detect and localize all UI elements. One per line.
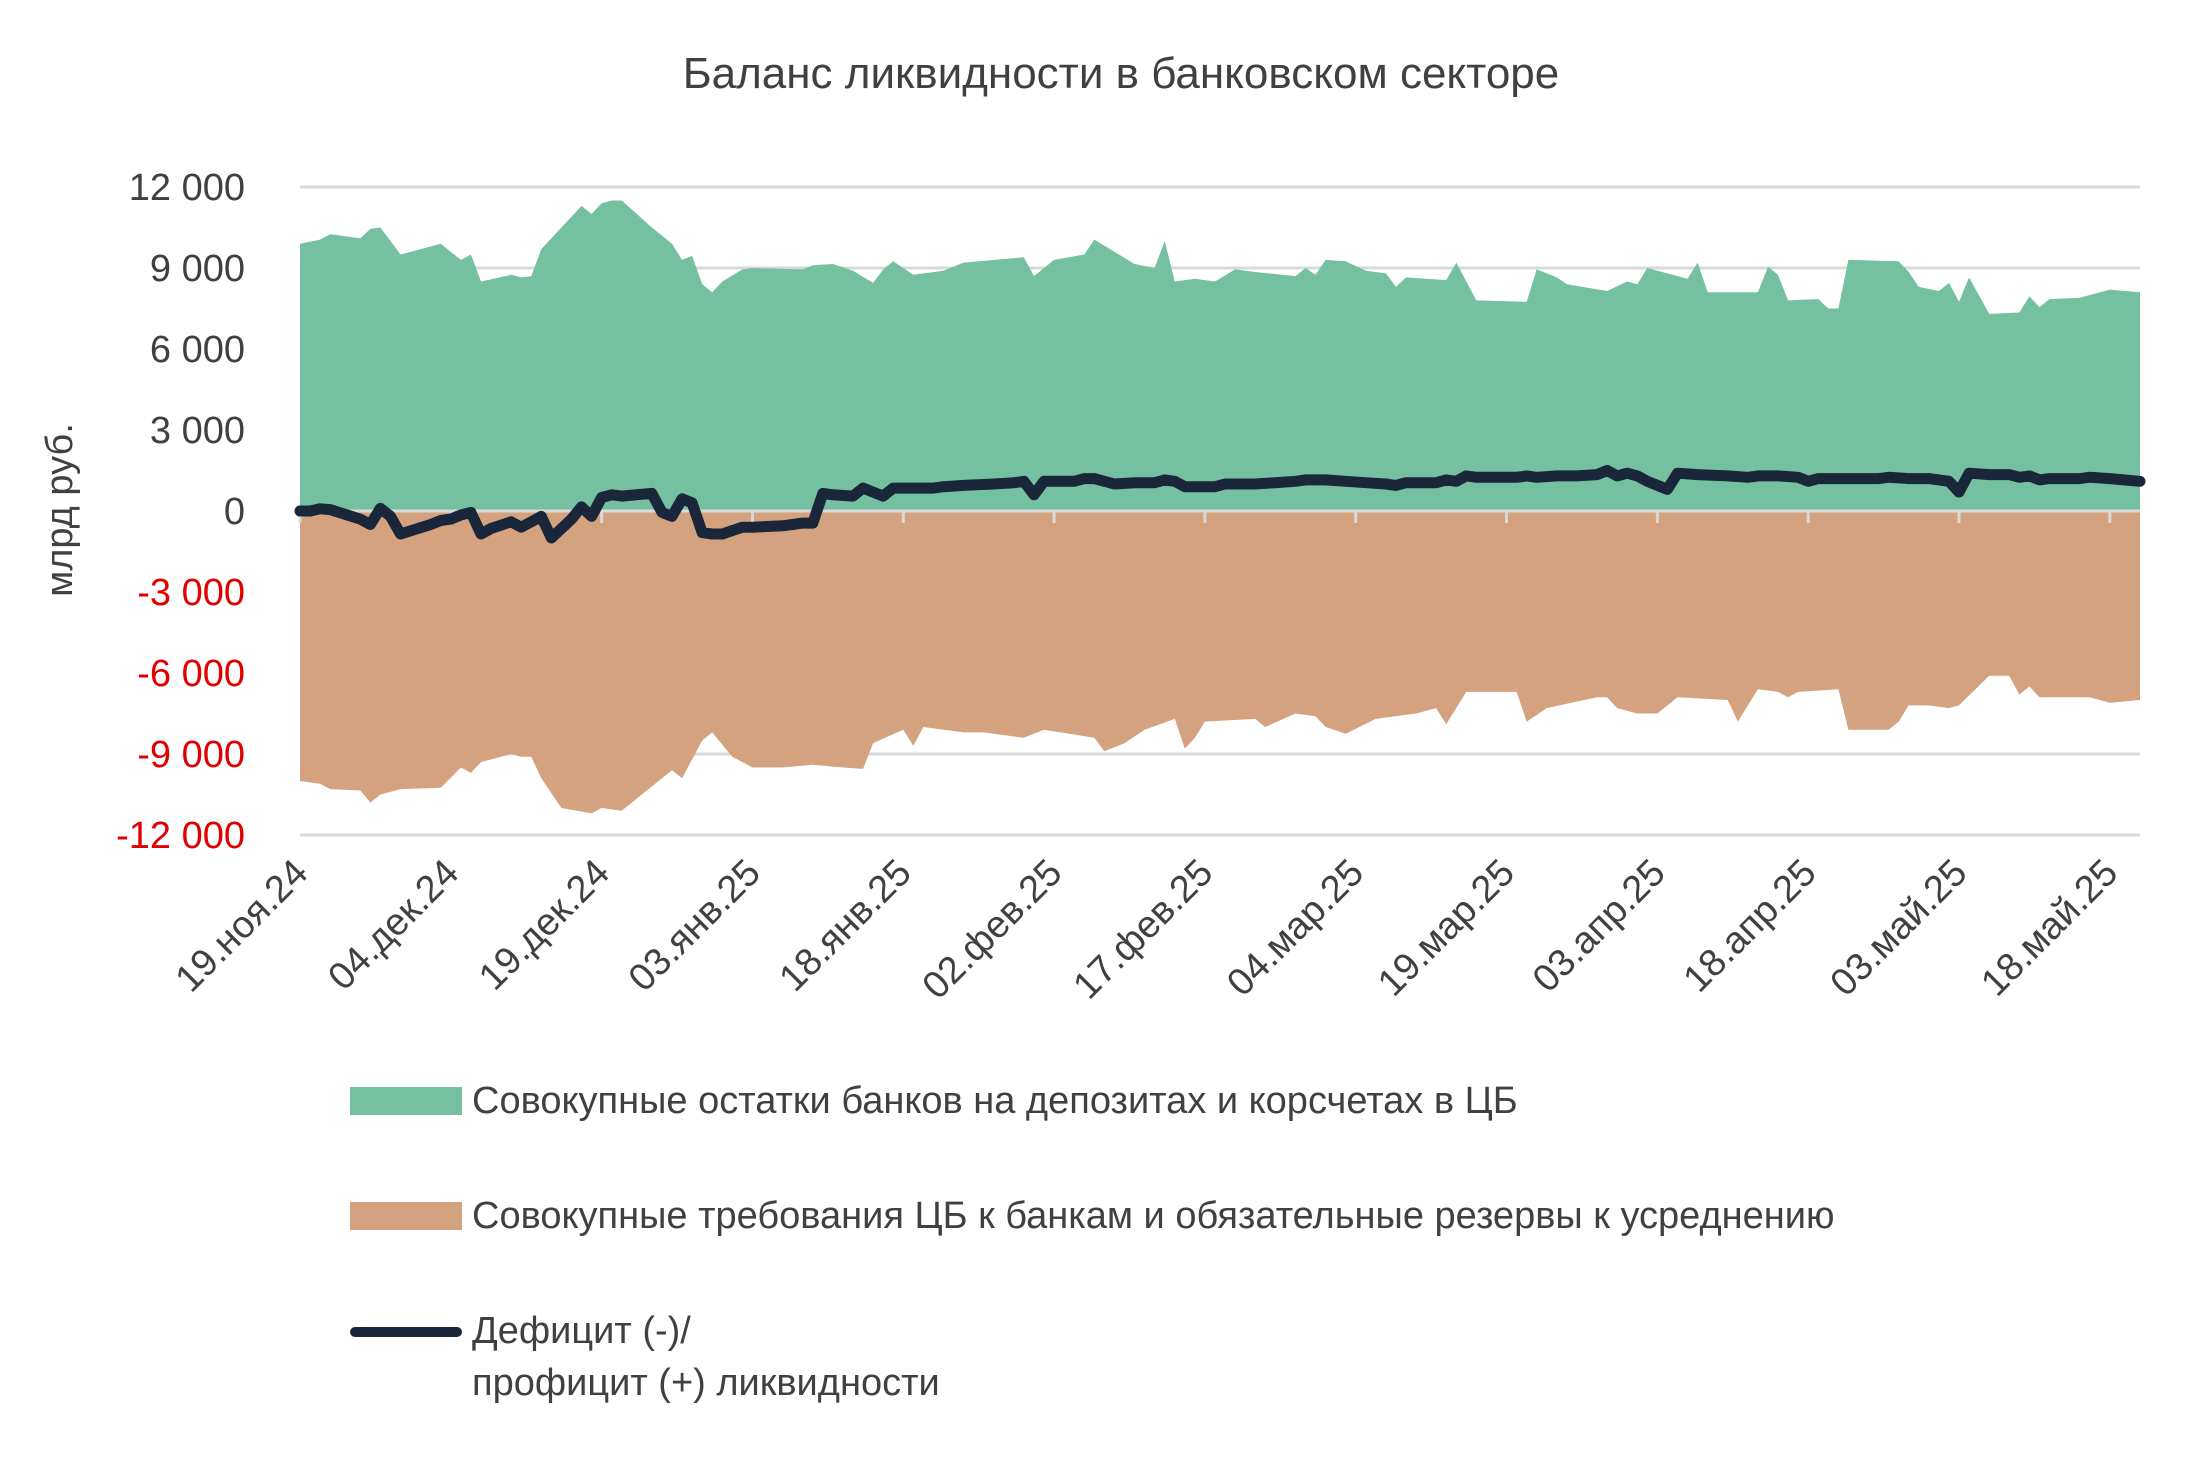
y-axis-ticks: 12 000 9 000 6 000 3 000 0 -3 000 -6 000 -9 000… [116, 167, 245, 857]
line-series [294, 465, 2146, 544]
x-tick-label: 03.янв.25 [621, 852, 769, 1000]
chart-title: Баланс ликвидности в банковском секторе [683, 49, 1560, 98]
area-series-group [300, 200, 2140, 814]
y-tick-label: -12 000 [116, 815, 245, 857]
x-tick-label: 18.апр.25 [1676, 852, 1825, 1001]
area-series [300, 511, 2140, 814]
x-tick-label: 17.фев.25 [1066, 852, 1222, 1008]
y-tick-label: -9 000 [137, 734, 245, 776]
x-tick-label: 18.май.25 [1973, 852, 2126, 1005]
y-tick-label: 3 000 [150, 410, 245, 452]
legend-swatch-claims [350, 1202, 462, 1230]
x-axis-ticks: 19.ноя.24 04.дек.24 19.дек.24 03.янв.25 18.я… [168, 852, 2127, 1008]
y-tick-label: 12 000 [129, 167, 245, 209]
y-tick-label: 9 000 [150, 248, 245, 290]
x-tick-label: 04.мар.25 [1219, 852, 1372, 1005]
x-tick-label: 19.ноя.24 [168, 852, 317, 1001]
legend-label-claims: Совокупные требования ЦБ к банкам и обяз… [472, 1195, 1835, 1237]
legend-swatch-balance [350, 1327, 462, 1337]
y-tick-label: 0 [224, 491, 245, 533]
legend: Совокупные остатки банков на депозитах и… [350, 1075, 2000, 1409]
x-tick-label: 02.фев.25 [915, 852, 1071, 1008]
x-tick-label: 03.апр.25 [1525, 852, 1674, 1001]
legend-item-claims: Совокупные требования ЦБ к банкам и обяз… [350, 1190, 2000, 1305]
x-tick-label: 03.май.25 [1823, 852, 1976, 1005]
x-tick-label: 18.янв.25 [772, 852, 920, 1000]
legend-item-balance: Дефицит (-)/ профицит (+) ликвидности [350, 1305, 2000, 1409]
x-tick-label: 19.дек.24 [471, 852, 618, 999]
line-series-group [294, 465, 2146, 544]
y-tick-label: -6 000 [137, 653, 245, 695]
legend-swatch-deposits [350, 1087, 462, 1115]
legend-label-balance: Дефицит (-)/ профицит (+) ликвидности [472, 1310, 940, 1404]
y-axis-label: млрд руб. [39, 423, 81, 597]
y-tick-label: 6 000 [150, 329, 245, 371]
legend-label-deposits: Совокупные остатки банков на депозитах и… [472, 1080, 1518, 1122]
legend-item-deposits: Совокупные остатки банков на депозитах и… [350, 1075, 2000, 1190]
x-tick-label: 04.дек.24 [320, 852, 467, 999]
area-series [300, 200, 2140, 511]
x-tick-label: 19.мар.25 [1370, 852, 1523, 1005]
chart: Баланс ликвидности в банковском секторе … [39, 49, 2146, 1008]
y-tick-label: -3 000 [137, 572, 245, 614]
